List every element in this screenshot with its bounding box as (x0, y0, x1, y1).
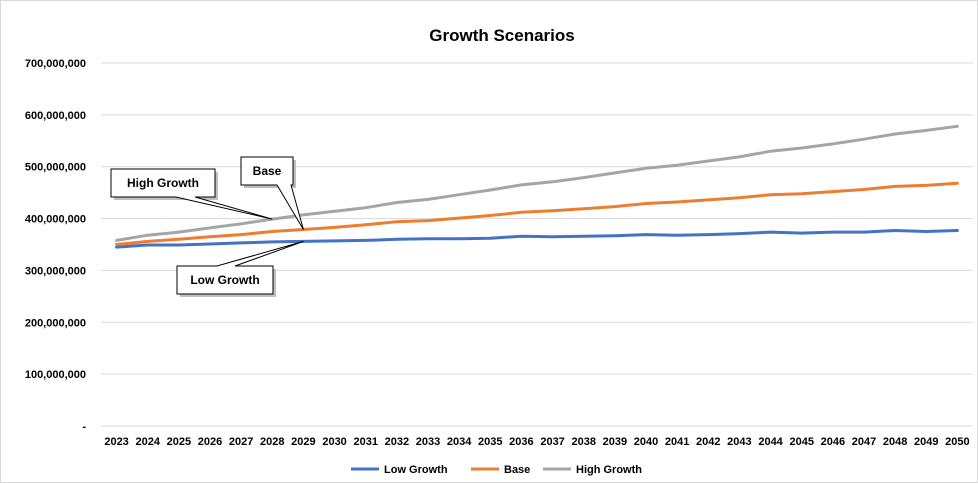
y-tick-label: 200,000,000 (25, 317, 86, 329)
legend-item-base: Base (471, 464, 530, 476)
x-tick-label: 2044 (758, 436, 783, 448)
x-tick-label: 2027 (229, 436, 253, 448)
y-tick-label: 100,000,000 (25, 369, 86, 381)
x-tick-label: 2037 (540, 436, 564, 448)
x-tick-label: 2028 (260, 436, 284, 448)
x-tick-label: 2047 (852, 436, 876, 448)
callouts: High Growth Base Low Growth (110, 156, 304, 297)
callout-label: High Growth (127, 176, 199, 190)
x-tick-label: 2026 (198, 436, 222, 448)
callout-low-growth: Low Growth (176, 240, 304, 297)
series-line-high-growth (115, 124, 959, 242)
y-axis-ticks: - 100,000,000 200,000,000 300,000,000 400,00… (25, 58, 87, 433)
series-line-low-growth (115, 229, 959, 249)
y-tick-label: 700,000,000 (25, 58, 86, 70)
legend-item-low-growth: Low Growth (351, 464, 448, 476)
y-tick-label: 300,000,000 (25, 265, 86, 277)
x-tick-label: 2031 (353, 436, 377, 448)
x-tick-label: 2043 (727, 436, 751, 448)
x-tick-label: 2039 (603, 436, 627, 448)
legend-label: Low Growth (384, 464, 448, 476)
legend-label: Base (504, 464, 530, 476)
x-tick-label: 2048 (883, 436, 907, 448)
x-tick-label: 2036 (509, 436, 533, 448)
x-tick-label: 2050 (945, 436, 969, 448)
x-tick-label: 2042 (696, 436, 720, 448)
x-axis-ticks: 2023 2024 2025 2026 2027 2028 2029 2030 2031 2032… (104, 436, 969, 448)
x-tick-label: 2041 (665, 436, 689, 448)
legend-label: High Growth (576, 464, 642, 476)
x-tick-label: 2045 (789, 436, 813, 448)
y-tick-label: 600,000,000 (25, 110, 86, 122)
chart-title: Growth Scenarios (429, 26, 574, 45)
x-tick-label: 2029 (291, 436, 315, 448)
x-tick-label: 2032 (385, 436, 409, 448)
series-lines (115, 124, 959, 249)
x-tick-label: 2025 (167, 436, 191, 448)
legend: Low Growth Base High Growth (351, 464, 642, 476)
x-tick-label: 2030 (322, 436, 346, 448)
x-tick-label: 2033 (416, 436, 440, 448)
series-line-base (115, 181, 959, 246)
x-tick-label: 2024 (135, 436, 160, 448)
callout-box (176, 240, 304, 295)
callout-high-growth: High Growth (110, 168, 273, 220)
callout-base: Base (240, 156, 304, 230)
x-tick-label: 2049 (914, 436, 938, 448)
legend-item-high-growth: High Growth (543, 464, 642, 476)
x-tick-label: 2040 (634, 436, 658, 448)
callout-label: Low Growth (190, 273, 259, 287)
y-tick-label: 400,000,000 (25, 214, 86, 226)
callout-box (110, 168, 273, 220)
y-tick-label: 500,000,000 (25, 162, 86, 174)
x-tick-label: 2034 (447, 436, 472, 448)
x-tick-label: 2038 (571, 436, 595, 448)
x-tick-label: 2023 (104, 436, 128, 448)
y-tick-label: - (82, 421, 86, 433)
x-tick-label: 2046 (821, 436, 845, 448)
callout-box (240, 156, 304, 230)
callout-label: Base (253, 164, 282, 178)
x-tick-label: 2035 (478, 436, 502, 448)
